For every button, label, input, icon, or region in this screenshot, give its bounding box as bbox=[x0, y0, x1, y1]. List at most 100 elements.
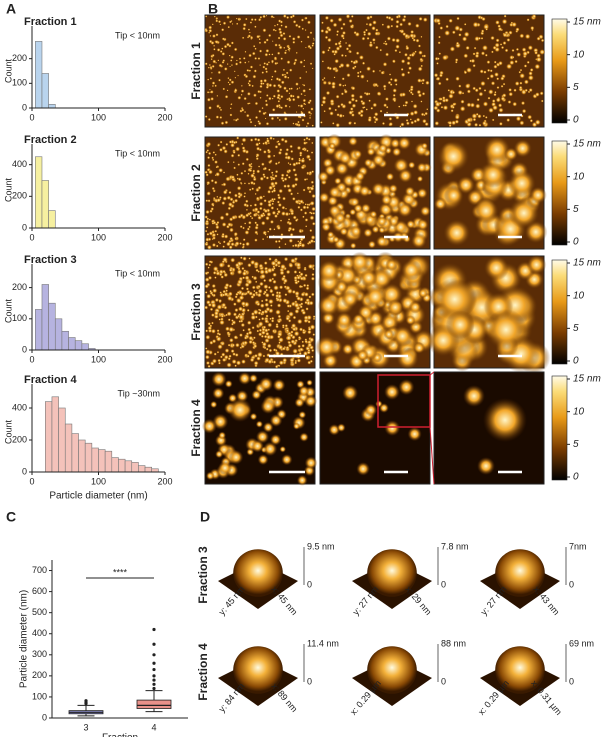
afm-feature bbox=[223, 66, 228, 71]
afm-feature bbox=[421, 142, 429, 150]
afm-feature bbox=[205, 360, 211, 366]
afm-feature bbox=[422, 54, 427, 58]
afm-feature bbox=[216, 303, 223, 311]
bar bbox=[35, 309, 43, 351]
afm-feature bbox=[230, 348, 235, 354]
afm-feature bbox=[243, 340, 248, 346]
afm-feature bbox=[270, 116, 275, 121]
afm-feature bbox=[356, 71, 360, 75]
afm-feature bbox=[221, 60, 225, 64]
afm-feature bbox=[264, 102, 269, 107]
afm-feature bbox=[499, 43, 503, 46]
afm-feature bbox=[257, 165, 261, 168]
afm-feature bbox=[374, 116, 379, 122]
afm-feature bbox=[269, 414, 283, 427]
afm-feature bbox=[301, 27, 305, 31]
afm-feature bbox=[490, 35, 495, 41]
afm-feature bbox=[535, 56, 543, 63]
afm-feature bbox=[477, 36, 482, 40]
afm-feature bbox=[422, 17, 428, 23]
afm-feature bbox=[243, 182, 247, 185]
afm-feature bbox=[290, 183, 297, 189]
bar bbox=[124, 460, 133, 473]
afm-feature bbox=[298, 351, 303, 356]
afm-feature bbox=[521, 108, 527, 114]
bar bbox=[64, 423, 73, 473]
afm-feature bbox=[286, 309, 290, 313]
afm-feature bbox=[280, 173, 285, 178]
afm-feature bbox=[207, 117, 212, 122]
afm-feature bbox=[331, 84, 336, 90]
afm-feature bbox=[260, 316, 265, 321]
colorbar-label: 15 nm bbox=[573, 139, 601, 150]
afm-feature bbox=[394, 37, 401, 44]
afm-feature bbox=[243, 195, 246, 198]
afm-feature bbox=[242, 56, 246, 60]
afm-feature bbox=[208, 260, 212, 264]
afm-feature bbox=[351, 24, 355, 27]
afm-feature bbox=[253, 18, 257, 22]
afm-feature bbox=[483, 135, 511, 164]
afm-feature bbox=[473, 122, 479, 128]
afm-feature bbox=[215, 115, 220, 119]
afm-feature bbox=[483, 255, 509, 281]
afm-feature bbox=[219, 108, 223, 112]
afm-feature bbox=[473, 198, 499, 224]
x-tick-label: 200 bbox=[157, 354, 172, 364]
afm-feature bbox=[248, 335, 254, 341]
afm-feature bbox=[219, 23, 222, 26]
afm-feature bbox=[244, 275, 250, 281]
afm-feature bbox=[303, 211, 308, 215]
inset-box bbox=[377, 374, 431, 428]
bar bbox=[131, 462, 139, 473]
afm-feature bbox=[415, 38, 420, 43]
afm-feature bbox=[414, 23, 420, 29]
afm-feature bbox=[515, 47, 520, 52]
colorbar-label: 5 bbox=[573, 82, 579, 93]
afm-feature bbox=[416, 162, 428, 173]
afm-feature bbox=[485, 27, 489, 31]
afm-feature bbox=[248, 31, 251, 34]
afm-feature bbox=[215, 244, 219, 248]
afm-feature bbox=[218, 63, 223, 68]
afm-feature bbox=[230, 175, 236, 180]
afm-feature bbox=[210, 58, 213, 61]
afm-feature bbox=[306, 20, 312, 25]
afm-feature bbox=[254, 115, 259, 120]
afm-feature bbox=[215, 224, 220, 230]
afm-feature bbox=[342, 84, 345, 87]
afm-feature bbox=[254, 192, 257, 196]
afm-feature bbox=[404, 100, 409, 105]
afm-feature bbox=[367, 117, 373, 123]
afm-feature bbox=[410, 52, 415, 58]
afm-feature bbox=[309, 200, 315, 207]
afm-feature bbox=[206, 183, 209, 186]
afm-feature bbox=[366, 31, 372, 37]
afm-feature bbox=[221, 51, 226, 56]
afm-feature bbox=[335, 311, 353, 329]
afm-feature bbox=[234, 118, 238, 122]
afm-feature bbox=[271, 173, 275, 177]
afm-feature bbox=[270, 360, 274, 364]
afm-feature bbox=[297, 161, 301, 165]
afm-feature bbox=[335, 122, 341, 128]
afm-feature bbox=[227, 222, 232, 228]
afm-feature bbox=[268, 159, 273, 164]
afm-feature bbox=[529, 186, 547, 204]
x-tick-label: 0 bbox=[29, 232, 34, 242]
afm-feature bbox=[455, 76, 461, 82]
afm-feature bbox=[507, 99, 512, 105]
afm-feature bbox=[295, 261, 302, 269]
afm-feature bbox=[205, 150, 209, 154]
afm-feature bbox=[287, 187, 293, 193]
afm-feature bbox=[272, 378, 286, 392]
afm-feature bbox=[361, 36, 366, 41]
afm-feature bbox=[303, 266, 307, 270]
afm-feature bbox=[263, 198, 267, 203]
afm-feature bbox=[248, 257, 251, 260]
afm-feature bbox=[406, 55, 411, 61]
afm-feature bbox=[349, 251, 371, 273]
afm-feature bbox=[301, 310, 307, 316]
afm-feature bbox=[470, 58, 476, 64]
surface-bump bbox=[367, 549, 417, 597]
